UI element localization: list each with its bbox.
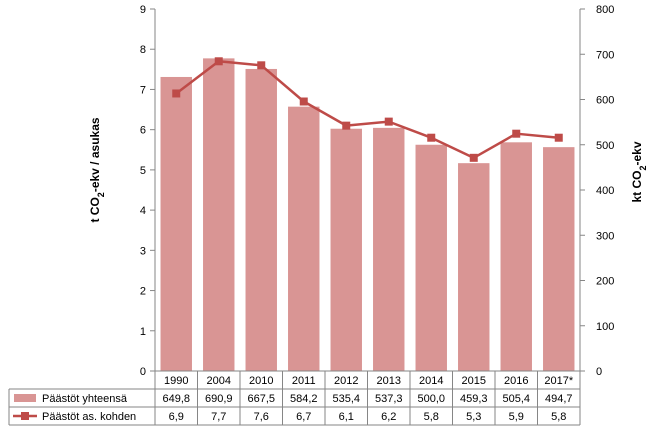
line-path	[175, 60, 559, 160]
line-marker-2010	[257, 61, 266, 70]
line-value-label: 6,9	[169, 411, 184, 423]
bar-value-label: 690,9	[205, 393, 233, 405]
right-tick-label: 0	[596, 366, 602, 378]
category-label: 2010	[249, 375, 273, 387]
line-value-label: 5,8	[424, 411, 439, 423]
left-tick-label: 3	[140, 245, 146, 257]
category-label: 2017*	[544, 375, 573, 387]
legend-bar-swatch	[14, 394, 36, 402]
right-axis-title-sub: 2	[638, 166, 648, 171]
right-tick-label: 400	[596, 185, 614, 197]
right-tick-label: 600	[596, 95, 614, 107]
legend-line-label: Päästöt as. kohden	[42, 411, 136, 423]
right-tick-label: 800	[596, 4, 614, 16]
bar-2004	[203, 58, 235, 372]
bar-2013	[373, 127, 405, 371]
line-marker-1990	[172, 89, 181, 98]
left-axis-title-main: t CO	[88, 197, 102, 222]
bar-value-label: 537,3	[375, 393, 403, 405]
line-value-label: 5,9	[509, 411, 524, 423]
bar-value-label: 500,0	[417, 393, 445, 405]
category-label: 2012	[334, 375, 358, 387]
bar-value-label: 459,3	[460, 393, 488, 405]
bar-1990	[160, 76, 192, 371]
line-marker-2014	[427, 133, 436, 142]
bar-2010	[245, 68, 277, 372]
bar-2015	[458, 163, 490, 371]
left-axis-title-sub: 2	[96, 192, 106, 197]
bar-2012	[330, 128, 362, 371]
line-marker-2011	[299, 97, 308, 106]
bar-series	[160, 58, 575, 372]
line-value-label: 6,7	[296, 411, 311, 423]
right-axis-title: kt CO2-ekv	[630, 141, 648, 202]
category-label: 2014	[419, 375, 443, 387]
bar-2011	[288, 106, 320, 371]
left-tick-label: 0	[140, 366, 146, 378]
right-tick-label: 200	[596, 276, 614, 288]
right-axis-ticks: 0 100 200 300 400 500 600 700 800	[580, 4, 614, 378]
left-tick-label: 5	[140, 165, 146, 177]
line-marker-2012	[342, 121, 351, 130]
right-tick-label: 500	[596, 140, 614, 152]
bar-value-label: 667,5	[247, 393, 275, 405]
bar-2016	[500, 142, 532, 371]
bar-2017*	[543, 147, 575, 371]
left-tick-label: 8	[140, 44, 146, 56]
legend-bar-label: Päästöt yhteensä	[42, 393, 128, 405]
left-tick-label: 7	[140, 84, 146, 96]
left-axis-title: t CO2-ekv / asukas	[88, 117, 106, 222]
line-marker-2004	[214, 57, 223, 66]
left-tick-label: 2	[140, 286, 146, 298]
line-value-label: 6,1	[339, 411, 354, 423]
left-tick-label: 6	[140, 125, 146, 137]
category-label: 2016	[504, 375, 528, 387]
line-marker-2017*	[554, 133, 563, 142]
bar-value-label: 649,8	[162, 393, 190, 405]
left-tick-label: 4	[140, 205, 146, 217]
category-label: 2004	[207, 375, 231, 387]
left-tick-label: 1	[140, 326, 146, 338]
category-label: 2013	[377, 375, 401, 387]
category-label: 2015	[462, 375, 486, 387]
line-value-label: 5,8	[551, 411, 566, 423]
right-tick-label: 100	[596, 321, 614, 333]
line-marker-2013	[384, 117, 393, 126]
line-value-label: 5,3	[466, 411, 481, 423]
category-label: 1990	[164, 375, 188, 387]
bar-2014	[415, 144, 447, 371]
right-axis-title-rest: -ekv	[630, 141, 644, 165]
line-marker-2016	[512, 129, 521, 138]
bar-value-label: 494,7	[545, 393, 573, 405]
bar-value-label: 505,4	[502, 393, 530, 405]
bar-value-label: 584,2	[290, 393, 318, 405]
line-value-label: 7,7	[211, 411, 226, 423]
right-tick-label: 300	[596, 230, 614, 242]
left-axis-ticks: 0 1 2 3 4 5 6 7 8 9	[140, 4, 155, 378]
line-value-label: 7,6	[254, 411, 269, 423]
right-tick-label: 700	[596, 49, 614, 61]
data-table: 1990 2004 2010 2011 2012 2013 2014 2015 2016 2017…	[8, 371, 581, 426]
left-tick-label: 9	[140, 4, 146, 16]
line-marker-2015	[469, 153, 478, 162]
line-series	[172, 57, 563, 162]
category-label: 2011	[292, 375, 316, 387]
bar-value-label: 535,4	[332, 393, 360, 405]
line-value-label: 6,2	[381, 411, 396, 423]
right-axis-title-main: kt CO	[630, 171, 644, 203]
left-axis-title-rest: -ekv / asukas	[88, 117, 102, 192]
legend-line-marker	[21, 412, 29, 420]
